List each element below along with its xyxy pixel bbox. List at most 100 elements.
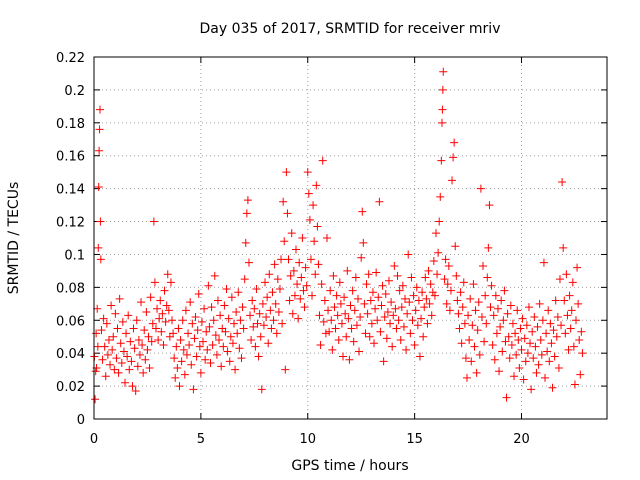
data-point xyxy=(278,319,287,328)
data-point xyxy=(406,329,415,338)
data-point xyxy=(427,311,436,320)
data-point xyxy=(470,342,479,351)
data-point xyxy=(373,316,382,325)
data-point xyxy=(288,309,297,318)
data-point xyxy=(107,301,116,310)
data-point xyxy=(530,312,539,321)
data-point xyxy=(367,319,376,328)
x-axis-label: GPS time / hours xyxy=(291,458,408,474)
data-point xyxy=(397,303,406,312)
data-point xyxy=(386,319,395,328)
data-point xyxy=(221,327,230,336)
data-point xyxy=(505,354,514,363)
data-point xyxy=(391,304,400,313)
data-point xyxy=(555,275,564,284)
data-point xyxy=(154,336,163,345)
data-point xyxy=(349,337,358,346)
data-point xyxy=(273,275,282,284)
data-point xyxy=(514,336,523,345)
data-point xyxy=(418,288,427,297)
data-point xyxy=(481,291,490,300)
data-point xyxy=(528,327,537,336)
data-point xyxy=(534,360,543,369)
data-point xyxy=(251,342,260,351)
data-point xyxy=(342,332,351,341)
data-point xyxy=(231,365,240,374)
data-point xyxy=(174,324,183,333)
data-point xyxy=(324,306,333,315)
data-point xyxy=(483,273,492,282)
data-point xyxy=(479,261,488,270)
data-point xyxy=(348,286,357,295)
data-point xyxy=(537,350,546,359)
x-tick-label: 0 xyxy=(90,432,98,447)
data-point xyxy=(387,298,396,307)
data-point xyxy=(287,229,296,238)
data-point xyxy=(258,299,267,308)
data-point xyxy=(259,321,268,330)
data-point xyxy=(290,291,299,300)
data-point xyxy=(409,291,418,300)
data-point xyxy=(438,105,447,114)
data-point xyxy=(164,306,173,315)
data-point xyxy=(533,322,542,331)
data-point xyxy=(191,312,200,321)
data-point xyxy=(294,314,303,323)
data-point xyxy=(461,354,470,363)
data-point xyxy=(333,311,342,320)
data-point xyxy=(356,312,365,321)
data-point xyxy=(157,327,166,336)
data-point xyxy=(557,321,566,330)
data-point xyxy=(124,311,133,320)
data-point xyxy=(429,257,438,266)
data-point xyxy=(490,355,499,364)
data-point xyxy=(445,306,454,315)
data-point xyxy=(499,316,508,325)
data-point xyxy=(393,271,402,280)
data-point xyxy=(542,329,551,338)
x-tick-label: 10 xyxy=(299,432,316,447)
data-point xyxy=(246,311,255,320)
data-point xyxy=(482,319,491,328)
data-point xyxy=(572,316,581,325)
data-point xyxy=(361,329,370,338)
data-point xyxy=(275,285,284,294)
data-point xyxy=(371,304,380,313)
data-points xyxy=(90,67,587,404)
data-point xyxy=(91,367,100,376)
data-point xyxy=(159,340,168,349)
data-point xyxy=(548,383,557,392)
data-point xyxy=(254,352,263,361)
data-point xyxy=(257,385,266,394)
data-point xyxy=(299,286,308,295)
data-point xyxy=(111,309,120,318)
data-point xyxy=(199,337,208,346)
data-point xyxy=(407,273,416,282)
data-point xyxy=(422,294,431,303)
data-point xyxy=(233,329,242,338)
data-point xyxy=(271,299,280,308)
data-point xyxy=(283,209,292,218)
data-point xyxy=(496,322,505,331)
data-point xyxy=(127,357,136,366)
data-point xyxy=(493,304,502,313)
data-point xyxy=(155,314,164,323)
data-point xyxy=(305,215,314,224)
data-point xyxy=(194,289,203,298)
data-point xyxy=(224,314,233,323)
data-point xyxy=(520,334,529,343)
data-point xyxy=(184,329,193,338)
data-point xyxy=(140,326,149,335)
data-point xyxy=(541,373,550,382)
data-point xyxy=(401,294,410,303)
data-point xyxy=(366,296,375,305)
data-point xyxy=(186,298,195,307)
data-point xyxy=(269,316,278,325)
data-point xyxy=(126,337,135,346)
x-tick-label: 5 xyxy=(197,432,205,447)
data-point xyxy=(244,258,253,267)
data-point xyxy=(96,255,105,264)
data-point xyxy=(207,303,216,312)
data-point xyxy=(308,291,317,300)
